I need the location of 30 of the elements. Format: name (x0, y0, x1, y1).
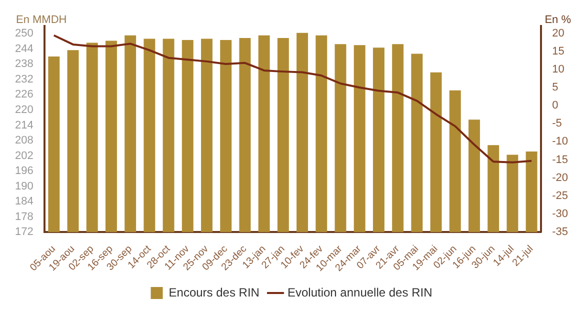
y2-axis-title: En % (544, 14, 572, 26)
y-tick-label: 172 (14, 226, 34, 238)
y2-tick-label: -5 (552, 118, 562, 130)
y2-tick-label: -35 (552, 226, 568, 238)
legend-label: Encours des RIN (168, 285, 260, 300)
y-tick-label: 232 (14, 73, 34, 86)
y2-tick-label: -30 (552, 208, 568, 220)
y-tick-label: 226 (14, 88, 34, 101)
y-tick-label: 190 (14, 180, 34, 192)
y2-tick-label: 20 (552, 27, 564, 40)
y2-tick-label: -10 (552, 136, 568, 148)
y2-tick-label: 0 (552, 100, 558, 112)
y2-tick-label: 15 (552, 45, 564, 58)
y-tick-label: 220 (14, 104, 34, 116)
y-tick-label: 238 (14, 58, 34, 70)
y2-tick-label: -15 (552, 154, 568, 166)
y-tick-label: 184 (14, 196, 34, 208)
legend-label: Evolution annuelle des RIN (287, 285, 432, 300)
y-tick-label: 214 (14, 119, 34, 132)
y-tick-label: 244 (14, 42, 34, 55)
y2-tick-label: -25 (552, 190, 568, 202)
y-axis-title: En MMDH (16, 14, 67, 26)
y2-tick-label: 5 (552, 82, 558, 94)
y-tick-label: 202 (14, 150, 34, 162)
y-tick-label: 208 (14, 134, 34, 147)
y2-tick-label: 10 (552, 63, 564, 76)
y-tick-label: 196 (14, 165, 34, 178)
y-tick-label: 250 (14, 28, 34, 40)
y-tick-label: 178 (14, 210, 34, 223)
y2-tick-label: -20 (552, 172, 568, 184)
